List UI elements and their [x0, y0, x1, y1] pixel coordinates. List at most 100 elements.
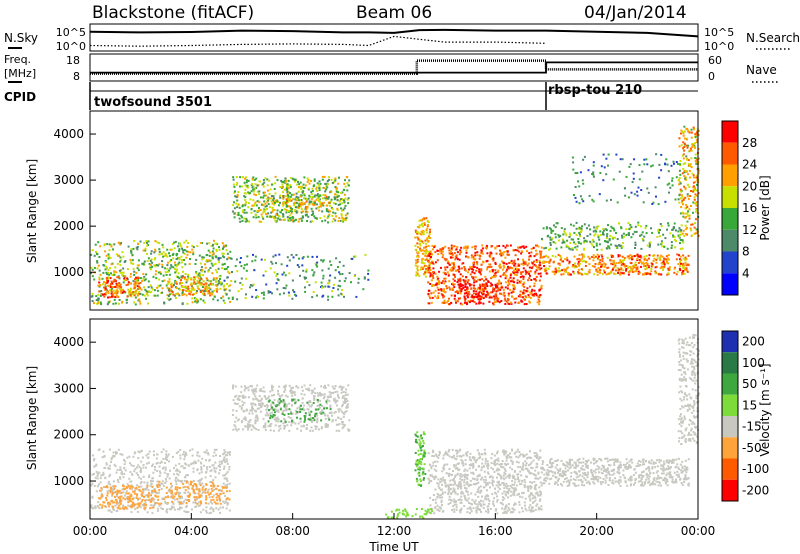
power-cell — [606, 247, 608, 250]
power-cell — [460, 285, 463, 288]
power-cell — [447, 247, 450, 250]
power-cell — [694, 202, 697, 205]
power-cell — [621, 272, 624, 275]
velocity-cell — [177, 479, 179, 482]
power-cell — [218, 248, 221, 251]
power-cell — [514, 254, 517, 257]
velocity-cell — [107, 482, 110, 485]
power-cell — [297, 204, 300, 207]
power-cell — [653, 254, 656, 257]
velocity-cell — [176, 486, 179, 489]
power-cell — [670, 244, 673, 247]
power-cell — [620, 266, 623, 269]
power-cell — [302, 216, 304, 219]
power-cell — [690, 166, 693, 168]
power-cell — [485, 278, 488, 281]
power-cell — [105, 261, 108, 264]
power-cell — [470, 254, 473, 257]
velocity-cell — [186, 486, 189, 489]
power-cell — [191, 301, 194, 304]
power-cell — [678, 227, 681, 230]
power-cell — [654, 266, 657, 269]
power-cell — [153, 251, 156, 254]
power-cell — [450, 267, 453, 270]
power-cell — [641, 238, 644, 240]
power-cell — [253, 269, 256, 272]
power-cell — [156, 294, 159, 297]
power-cell — [694, 153, 697, 156]
power-cell — [527, 262, 530, 265]
power-cell — [267, 291, 270, 294]
velocity-cell — [127, 504, 130, 507]
power-cell — [593, 256, 595, 259]
power-cell — [671, 184, 674, 187]
power-cell — [629, 223, 632, 226]
velocity-cell — [169, 469, 171, 472]
velocity-cell — [210, 506, 213, 509]
power-cell — [437, 288, 440, 291]
power-cell — [146, 241, 148, 244]
power-cell — [268, 192, 271, 195]
power-cell — [608, 237, 611, 240]
power-cell — [440, 249, 443, 252]
power-cell — [290, 199, 293, 202]
velocity-cell — [255, 428, 258, 431]
velocity-cell — [238, 398, 241, 401]
velocity-cell — [341, 423, 344, 426]
power-cell — [196, 279, 199, 282]
power-cell — [183, 278, 186, 281]
power-cell — [439, 250, 441, 253]
power-cell — [132, 262, 135, 265]
power-cell — [486, 252, 489, 255]
power-cell — [694, 210, 697, 213]
power-cell — [216, 285, 218, 288]
power-cell — [596, 270, 599, 273]
power-cell — [681, 172, 684, 175]
power-cell — [597, 267, 600, 269]
power-cell — [275, 282, 278, 285]
power-cell — [253, 210, 256, 213]
power-cell — [601, 257, 604, 260]
power-cell — [523, 281, 526, 284]
power-cell — [682, 141, 685, 144]
power-cell — [186, 302, 189, 305]
power-cell — [539, 254, 542, 257]
power-cell — [498, 280, 501, 283]
power-cell — [482, 293, 485, 296]
power-cell — [638, 164, 641, 166]
power-cell — [421, 222, 424, 225]
power-cell — [520, 250, 523, 253]
velocity-cell — [99, 489, 101, 492]
velocity-cell — [130, 493, 133, 496]
power-cell — [112, 295, 115, 298]
power-cell — [464, 286, 467, 288]
power-cell — [486, 266, 489, 269]
power-cell — [579, 171, 582, 174]
power-cell — [418, 226, 421, 229]
power-cell — [298, 257, 300, 260]
velocity-cell — [226, 460, 229, 463]
power-cell — [545, 255, 548, 258]
power-cell — [181, 303, 184, 306]
power-cell — [323, 187, 326, 190]
power-cell — [654, 272, 657, 275]
velocity-cell — [146, 486, 148, 489]
power-cell — [97, 284, 100, 287]
velocity-cell — [156, 509, 159, 512]
power-cell — [682, 254, 685, 257]
power-cell — [498, 301, 501, 304]
power-cell — [425, 268, 428, 270]
power-cell — [437, 295, 440, 298]
power-cell — [261, 215, 264, 218]
power-cell — [275, 219, 278, 222]
power-cell — [695, 218, 697, 221]
power-cell — [537, 245, 540, 248]
velocity-cell — [338, 410, 340, 413]
power-cell — [260, 258, 263, 261]
power-cell — [105, 254, 108, 257]
power-cell — [424, 239, 427, 242]
power-cell — [182, 275, 184, 278]
power-cell — [625, 234, 628, 236]
velocity-cell — [218, 498, 221, 501]
velocity-cell — [197, 480, 200, 482]
